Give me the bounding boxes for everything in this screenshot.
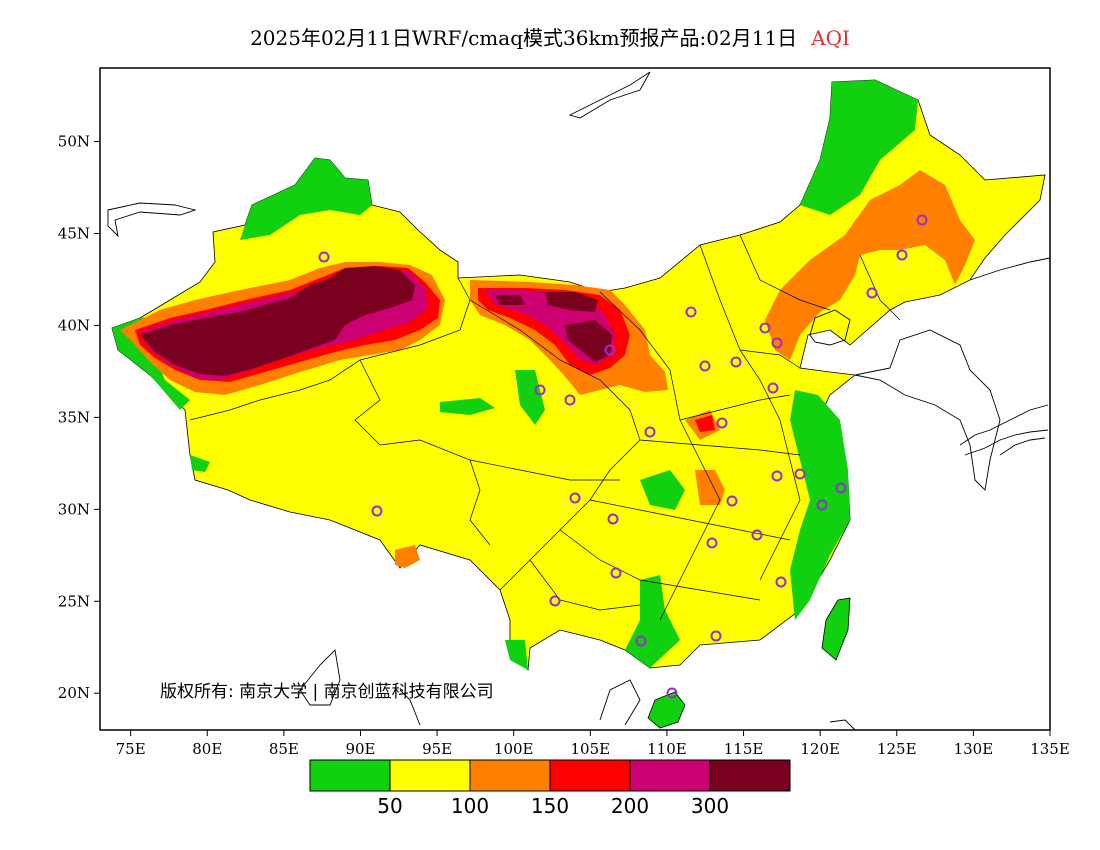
city-marker (564, 394, 576, 406)
city-marker (816, 499, 828, 511)
y-tick-label: 20N (58, 684, 90, 702)
city-marker (710, 630, 722, 642)
x-tick-label: 90E (345, 740, 375, 758)
city-marker (916, 214, 928, 226)
city-marker (604, 344, 616, 356)
x-tick-label: 135E (1030, 740, 1070, 758)
city-marker (534, 384, 546, 396)
colorbar-swatch (469, 759, 551, 792)
city-marker (775, 576, 787, 588)
city-marker (759, 322, 771, 334)
colorbar-label: 150 (531, 794, 569, 818)
city-marker (716, 417, 728, 429)
city-marker (666, 687, 678, 699)
x-tick-label: 130E (954, 740, 994, 758)
city-marker (767, 382, 779, 394)
x-tick-label: 120E (800, 740, 840, 758)
x-tick-label: 75E (116, 740, 146, 758)
y-tick-label: 35N (58, 408, 90, 426)
colorbar-swatch (309, 759, 391, 792)
colorbar-label: 200 (611, 794, 649, 818)
x-tick-label: 110E (647, 740, 687, 758)
x-tick-label: 105E (571, 740, 611, 758)
map-title-variable: AQI (811, 26, 850, 50)
y-tick-label: 40N (58, 316, 90, 334)
aqi-region-maroon (140, 266, 612, 376)
colorbar-label: 50 (377, 794, 402, 818)
city-marker (699, 360, 711, 372)
city-marker (371, 505, 383, 517)
city-marker (569, 492, 581, 504)
city-marker (726, 495, 738, 507)
x-tick-label: 85E (269, 740, 299, 758)
y-axis: 50N 45N 40N 35N 30N 25N 20N (58, 133, 100, 702)
plot-frame (99, 67, 1051, 731)
city-marker (549, 595, 561, 607)
x-tick-label: 100E (494, 740, 534, 758)
city-marker (607, 513, 619, 525)
city-marker (751, 529, 763, 541)
x-axis: 75E 80E 85E 90E 95E 100E 105E 110E 115E 120E 125E 1… (116, 730, 1070, 758)
city-marker (771, 470, 783, 482)
x-tick-label: 115E (724, 740, 764, 758)
x-tick-label: 95E (422, 740, 452, 758)
city-marker (730, 356, 742, 368)
city-marker (706, 537, 718, 549)
x-tick-label: 125E (877, 740, 917, 758)
y-tick-label: 50N (58, 133, 90, 151)
city-marker (644, 426, 656, 438)
aqi-region-hainan (647, 691, 686, 729)
y-tick-label: 45N (58, 225, 90, 243)
colorbar-swatch (629, 759, 711, 792)
colorbar: 50 100 150 200 300 (309, 759, 791, 818)
x-tick-label: 80E (192, 740, 222, 758)
city-marker (635, 635, 647, 647)
y-tick-label: 25N (58, 592, 90, 610)
city-marker (685, 306, 697, 318)
coastlines (107, 71, 1050, 730)
y-tick-label: 30N (58, 500, 90, 518)
map-title: 2025年02月11日WRF/cmaq模式36km预报产品:02月11日 AQI (0, 22, 1100, 51)
colorbar-label: 100 (451, 794, 489, 818)
city-marker (794, 468, 806, 480)
field-layer (107, 71, 1050, 730)
colorbar-swatch (549, 759, 631, 792)
city-marker (835, 482, 847, 494)
colorbar-swatch (389, 759, 471, 792)
city-marker (771, 337, 783, 349)
colorbar-label: 300 (691, 794, 729, 818)
city-marker (318, 251, 330, 263)
copyright-text: 版权所有: 南京大学 | 南京创蓝科技有限公司 (160, 682, 494, 702)
city-markers (318, 214, 928, 699)
colorbar-swatch (709, 759, 791, 792)
province-boundaries (189, 234, 901, 621)
city-marker (866, 287, 878, 299)
city-marker (610, 567, 622, 579)
map-title-text: 2025年02月11日WRF/cmaq模式36km预报产品:02月11日 (250, 26, 798, 50)
aqi-region-taiwan (821, 597, 851, 661)
city-marker (896, 249, 908, 261)
